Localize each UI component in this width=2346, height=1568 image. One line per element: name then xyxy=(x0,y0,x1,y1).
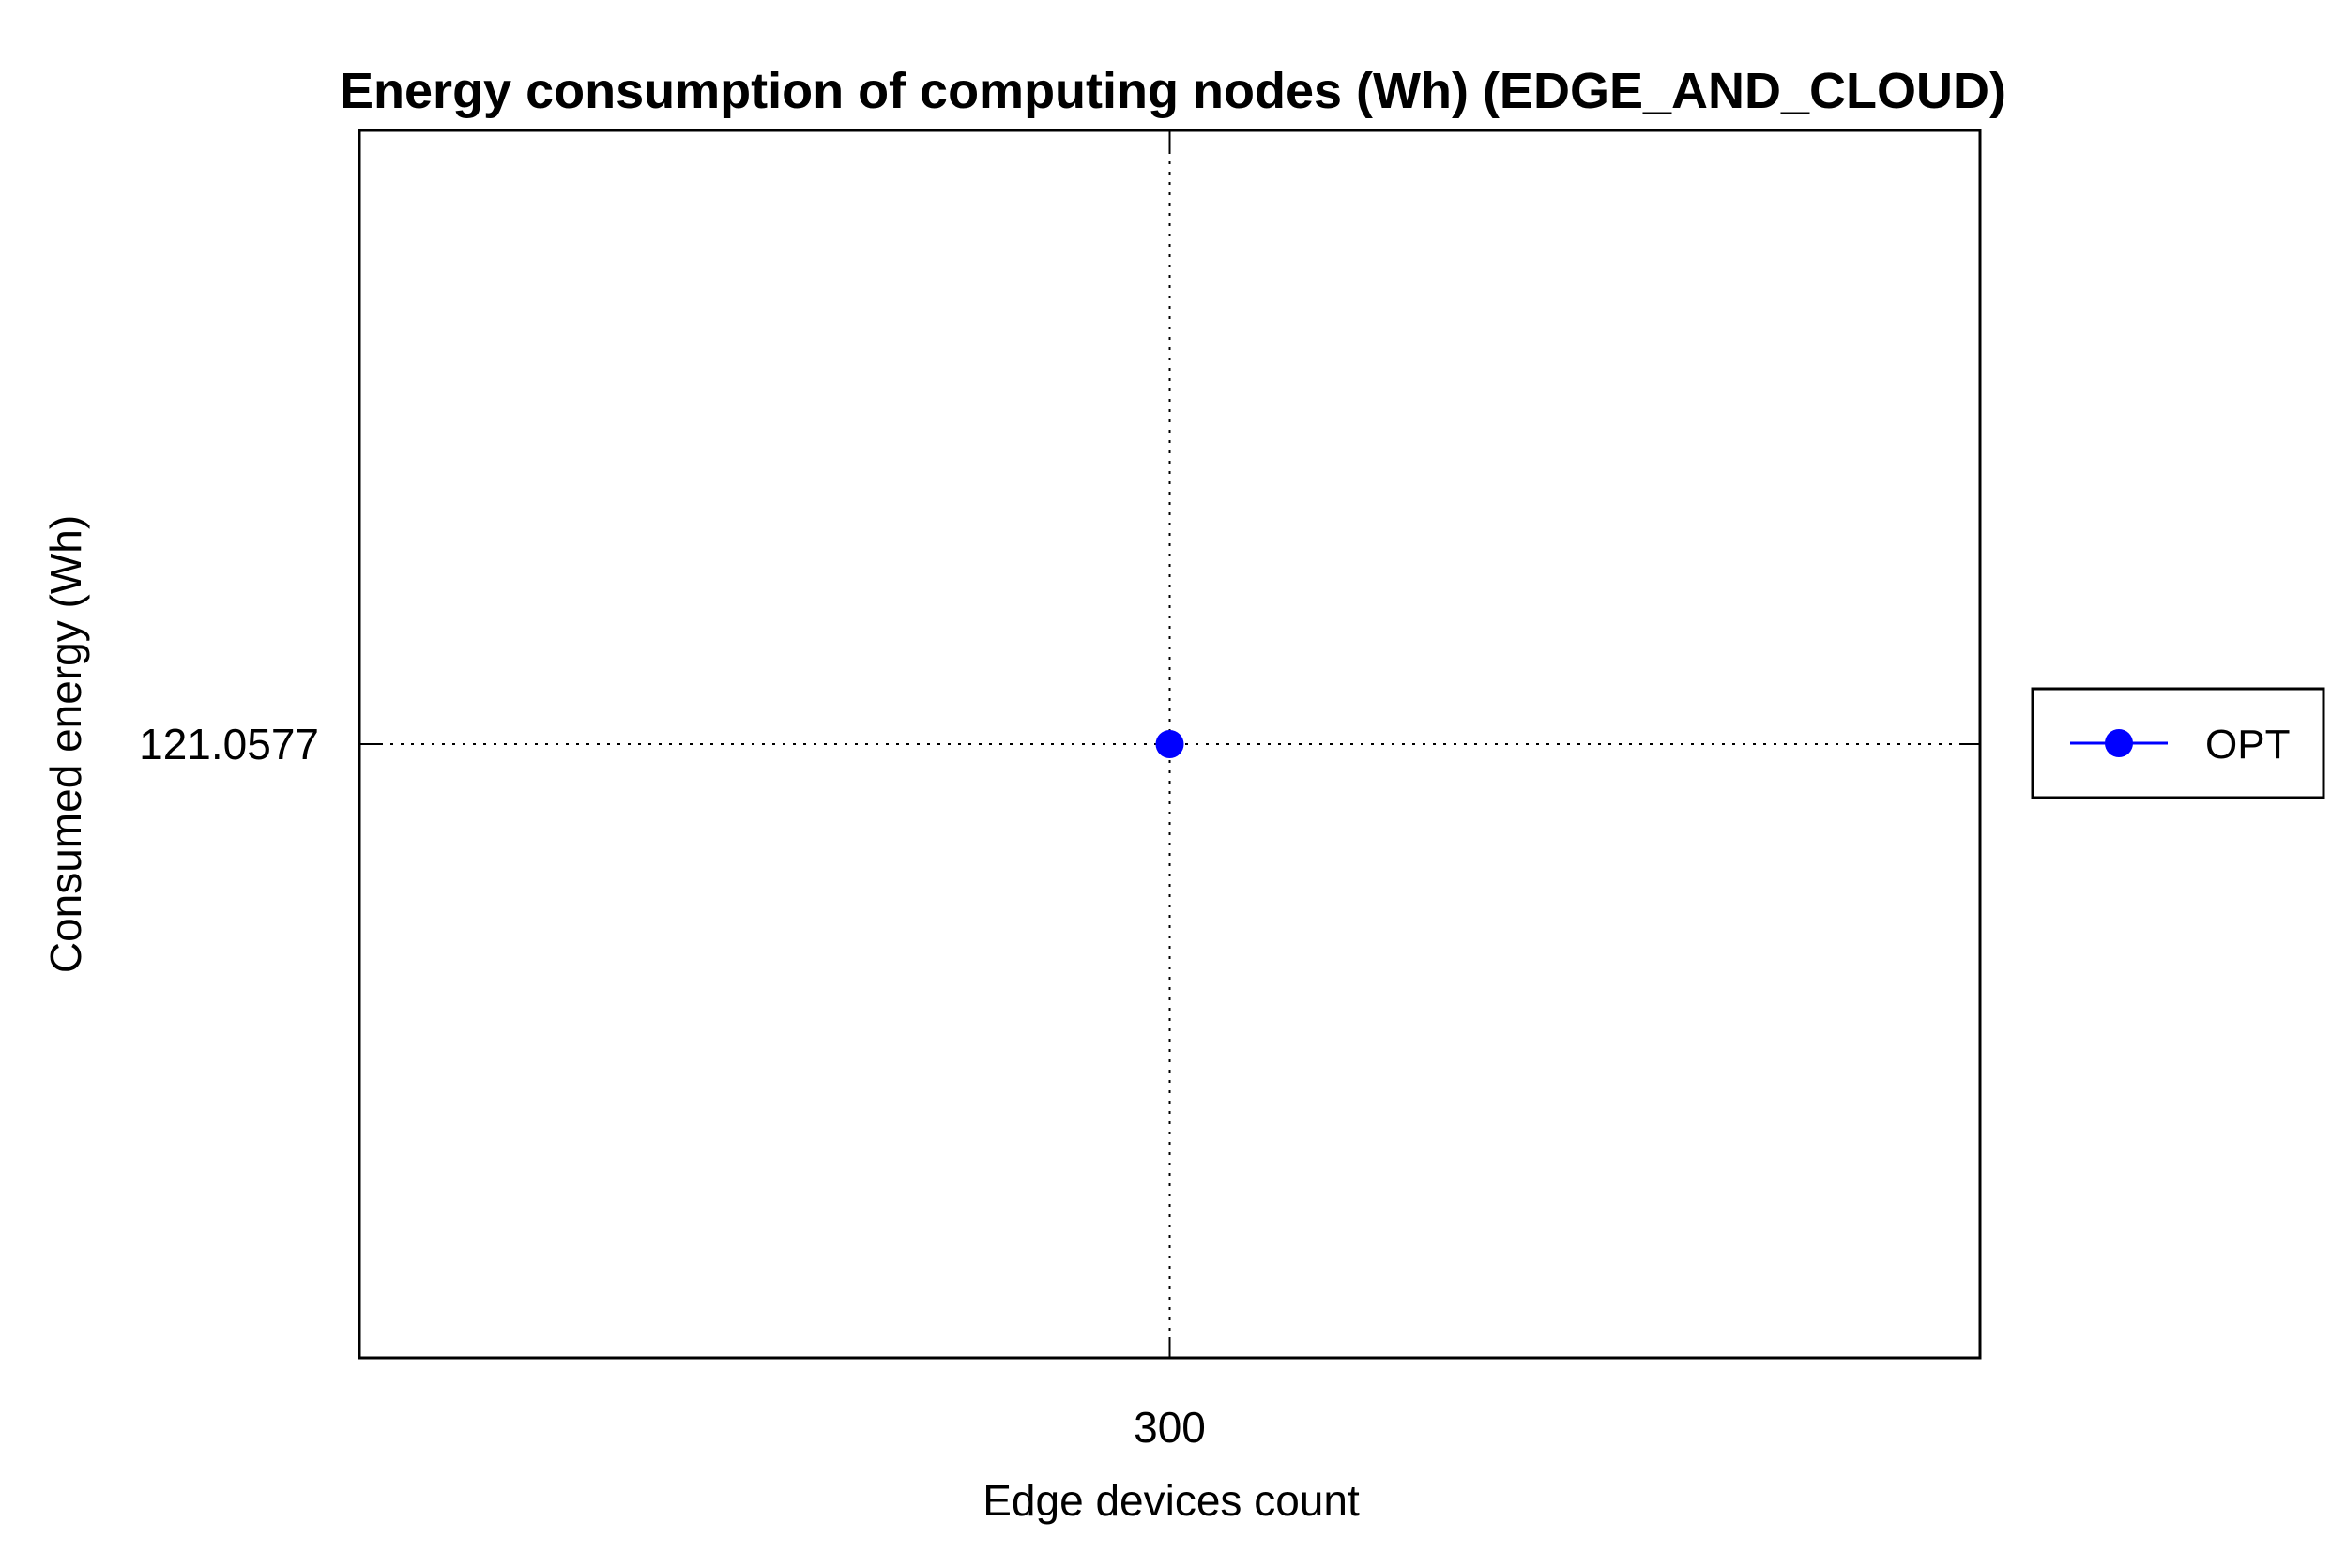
y-tick-label: 121.0577 xyxy=(139,720,319,769)
series-layer xyxy=(1155,730,1184,758)
y-axis-label: Consumed energy (Wh) xyxy=(41,515,90,973)
axis-ticks: 300 121.0577 xyxy=(139,130,1980,1452)
chart-title: Energy consumption of computing nodes (W… xyxy=(340,63,2006,119)
legend: OPT xyxy=(2031,687,2325,799)
data-point-opt xyxy=(1155,730,1184,758)
legend-label-opt: OPT xyxy=(2205,722,2290,768)
x-tick-label: 300 xyxy=(1134,1403,1206,1452)
grid-lines xyxy=(359,130,1980,1358)
legend-marker-opt xyxy=(2105,729,2133,757)
x-axis-label: Edge devices count xyxy=(983,1476,1360,1525)
plot-area-frame xyxy=(358,129,1982,1360)
